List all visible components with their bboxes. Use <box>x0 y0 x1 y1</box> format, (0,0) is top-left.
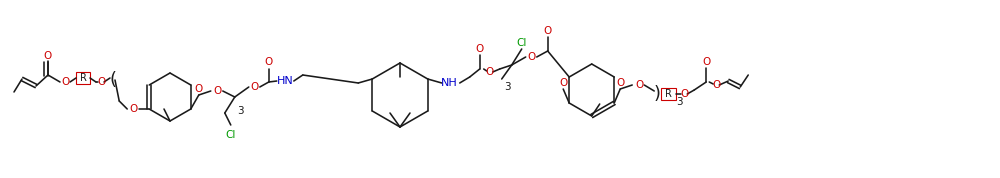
Text: O: O <box>680 89 688 99</box>
Text: O: O <box>195 84 203 94</box>
Text: O: O <box>251 82 259 92</box>
Text: O: O <box>559 78 567 88</box>
Text: R: R <box>80 73 86 83</box>
Text: O: O <box>214 86 222 96</box>
Text: O: O <box>528 52 536 62</box>
Text: R: R <box>665 89 672 99</box>
Text: O: O <box>635 80 643 90</box>
Text: O: O <box>61 77 69 87</box>
Text: O: O <box>702 57 710 67</box>
Text: 3: 3 <box>237 106 244 116</box>
Text: O: O <box>265 57 273 67</box>
Text: HN: HN <box>276 76 293 86</box>
Text: O: O <box>476 44 484 54</box>
Text: NH: NH <box>441 78 458 88</box>
Text: Cl: Cl <box>226 130 236 140</box>
Text: O: O <box>44 51 52 61</box>
Text: O: O <box>97 77 105 87</box>
Text: (: ( <box>110 71 116 89</box>
Text: 3: 3 <box>504 82 511 92</box>
Text: O: O <box>486 67 494 77</box>
Text: 3: 3 <box>676 97 683 107</box>
Text: ): ) <box>654 85 661 103</box>
Text: O: O <box>544 26 552 36</box>
Text: O: O <box>712 80 720 90</box>
Text: O: O <box>616 78 624 88</box>
Text: O: O <box>129 104 137 114</box>
Text: Cl: Cl <box>517 38 527 48</box>
